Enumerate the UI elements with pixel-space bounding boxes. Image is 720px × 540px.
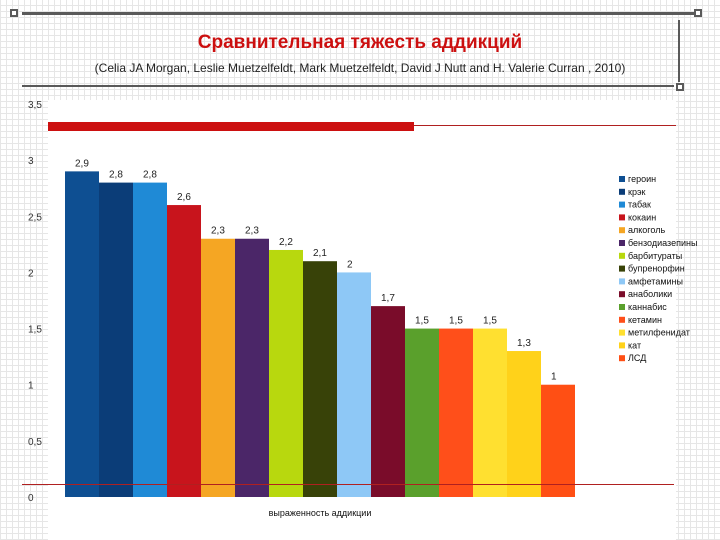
y-tick-label: 2 <box>28 268 34 279</box>
bar-data-label: 2,8 <box>109 170 123 181</box>
frame-right-line <box>678 20 680 82</box>
y-tick-label: 0 <box>28 493 34 504</box>
bar-data-label: 2,3 <box>211 226 225 237</box>
decorative-red-line-bottom <box>22 484 674 485</box>
bar-data-label: 1,5 <box>415 316 429 327</box>
legend-entry: крэк <box>628 187 646 197</box>
legend-entry: каннабис <box>628 302 667 312</box>
legend-entry: кокаин <box>628 212 656 222</box>
y-tick-label: 0,5 <box>28 437 42 448</box>
legend-swatch <box>619 355 625 362</box>
legend-entry: барбитураты <box>628 251 682 261</box>
bar-9 <box>337 272 371 497</box>
bar-data-label: 1,3 <box>517 338 531 349</box>
frame-mid-line <box>22 85 674 87</box>
bar-data-label: 1,7 <box>381 293 395 304</box>
bar-data-label: 1,5 <box>483 316 497 327</box>
bar-data-label: 2 <box>347 259 353 270</box>
bar-data-label: 2,9 <box>75 158 89 169</box>
chart-title: Сравнительная тяжесть аддикций <box>197 32 523 53</box>
legend-swatch <box>619 176 625 182</box>
bar-data-label: 2,3 <box>245 226 259 237</box>
legend-entry: анаболики <box>628 289 672 299</box>
chart-subtitle: (Celia JA Morgan, Leslie Muetzelfeldt, M… <box>94 61 626 75</box>
legend-swatch <box>619 214 625 221</box>
bar-6 <box>235 238 269 497</box>
bar-12 <box>439 328 473 497</box>
legend-entry: ЛСД <box>628 353 646 363</box>
y-tick-label: 1 <box>28 381 34 392</box>
y-tick-label: 3,5 <box>28 100 42 111</box>
bar-8 <box>303 261 337 497</box>
legend-swatch <box>619 342 625 349</box>
legend-entry: бупренорфин <box>628 264 685 274</box>
legend-swatch <box>619 227 625 234</box>
legend-entry: алкоголь <box>628 225 665 235</box>
legend-swatch <box>619 278 625 285</box>
bar-data-label: 2,1 <box>313 248 327 259</box>
legend-entry: героин <box>628 174 656 184</box>
bar-5 <box>201 238 235 497</box>
legend-swatch <box>619 252 625 259</box>
legend-swatch <box>619 188 625 195</box>
bar-7 <box>269 249 303 497</box>
bar-4 <box>167 205 201 498</box>
bar-data-label: 2,2 <box>279 237 293 248</box>
legend-swatch <box>619 265 625 272</box>
y-tick-label: 3 <box>28 156 34 167</box>
decorative-red-bar <box>48 122 414 131</box>
legend-entry: кетамин <box>628 315 662 325</box>
legend-swatch <box>619 304 625 310</box>
legend-entry: амфетамины <box>628 276 683 286</box>
legend-entry: метилфенидат <box>628 328 690 338</box>
bar-2 <box>99 182 133 497</box>
legend-swatch <box>619 329 625 336</box>
bar-11 <box>405 328 439 497</box>
bar-data-label: 2,8 <box>143 170 157 181</box>
legend-entry: кат <box>628 340 641 350</box>
bar-15 <box>541 384 575 497</box>
frame-corner-square-left <box>10 9 18 17</box>
frame-corner-square-right <box>694 9 702 17</box>
frame-mid-square <box>676 83 684 91</box>
bar-10 <box>371 306 405 497</box>
legend-swatch <box>619 201 625 208</box>
legend-swatch <box>619 291 625 298</box>
legend-swatch <box>619 316 625 323</box>
legend-entry: бензодиазепины <box>628 238 697 248</box>
bar-13 <box>473 328 507 497</box>
y-tick-label: 1,5 <box>28 325 42 336</box>
y-tick-label: 2,5 <box>28 212 42 223</box>
bar-data-label: 1 <box>551 372 557 383</box>
bar-1 <box>65 171 99 497</box>
decorative-red-line-top <box>414 125 676 126</box>
bar-data-label: 1,5 <box>449 316 463 327</box>
frame-top-line <box>22 12 694 15</box>
x-axis-label: выраженность аддикции <box>269 508 372 518</box>
bar-data-label: 2,6 <box>177 192 191 203</box>
bar-3 <box>133 182 167 497</box>
bar-14 <box>507 351 541 497</box>
legend-entry: табак <box>628 200 651 210</box>
legend-swatch <box>619 240 625 246</box>
